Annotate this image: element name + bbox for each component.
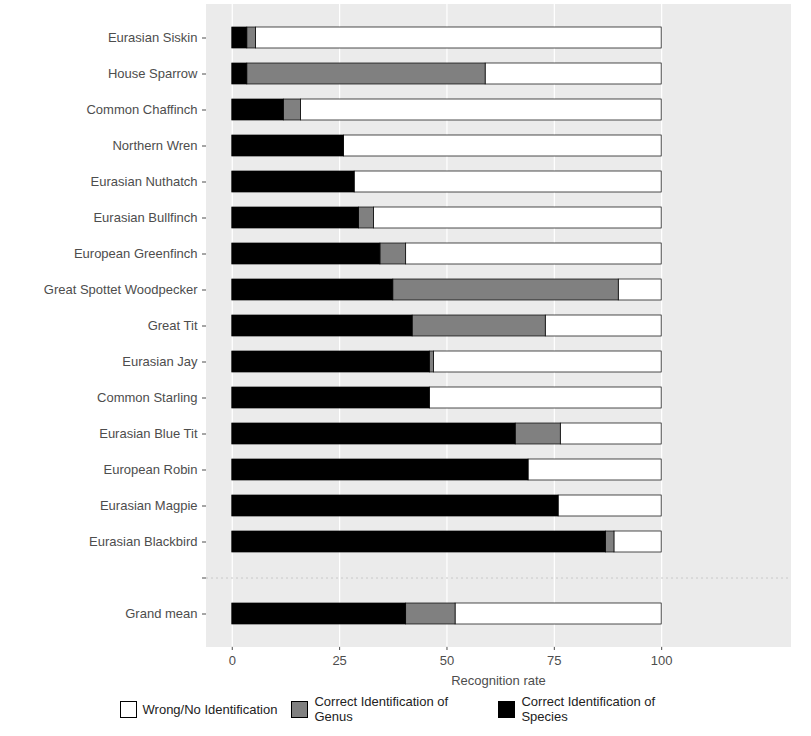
svg-text:75: 75 bbox=[547, 653, 561, 668]
svg-text:Northern Wren: Northern Wren bbox=[112, 138, 197, 153]
html-text:Wrong/No Identification: Wrong/No Identification bbox=[142, 701, 278, 717]
svg-text:50: 50 bbox=[440, 653, 454, 668]
svg-text:Eurasian Magpie: Eurasian Magpie bbox=[100, 498, 198, 513]
svg-text:Great Spottet Woodpecker: Great Spottet Woodpecker bbox=[44, 282, 198, 297]
html-text:Correct Identification of Genu: Correct Identification of Genus bbox=[314, 694, 449, 724]
svg-text:Recognition rate: Recognition rate bbox=[451, 673, 546, 688]
svg-text:European Greenfinch: European Greenfinch bbox=[74, 246, 198, 261]
svg-text:Eurasian Nuthatch: Eurasian Nuthatch bbox=[91, 174, 198, 189]
svg-text:Eurasian Blackbird: Eurasian Blackbird bbox=[89, 534, 197, 549]
svg-text:100: 100 bbox=[651, 653, 673, 668]
svg-text:European Robin: European Robin bbox=[104, 462, 198, 477]
svg-text:0: 0 bbox=[229, 653, 236, 668]
svg-text:Eurasian Bullfinch: Eurasian Bullfinch bbox=[93, 210, 197, 225]
svg-text:Eurasian Jay: Eurasian Jay bbox=[122, 354, 198, 369]
svg-text:Common Starling: Common Starling bbox=[97, 390, 197, 405]
svg-text:Common Chaffinch: Common Chaffinch bbox=[86, 102, 197, 117]
svg-text:Eurasian Siskin: Eurasian Siskin bbox=[108, 30, 198, 45]
svg-text:Great Tit: Great Tit bbox=[148, 318, 198, 333]
svg-text:Grand mean: Grand mean bbox=[125, 606, 197, 621]
html-text:Correct Identification of Spec: Correct Identification of Species bbox=[521, 694, 656, 724]
svg-text:Eurasian Blue Tit: Eurasian Blue Tit bbox=[99, 426, 198, 441]
svg-text:25: 25 bbox=[332, 653, 346, 668]
svg-text:House Sparrow: House Sparrow bbox=[108, 66, 198, 81]
